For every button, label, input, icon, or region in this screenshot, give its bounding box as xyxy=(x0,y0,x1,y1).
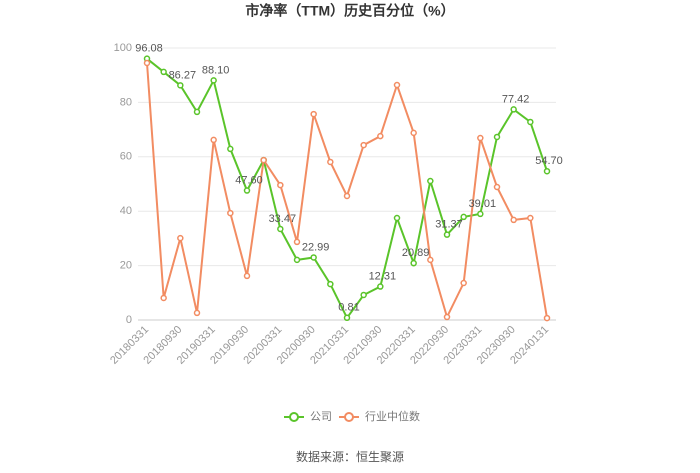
data-label: 47.60 xyxy=(235,174,263,186)
data-label: 22.99 xyxy=(302,241,330,253)
legend-item: 公司 xyxy=(284,411,332,423)
point xyxy=(143,59,151,67)
point xyxy=(310,254,317,261)
y-tick-label: 0 xyxy=(126,314,132,326)
data-label: 12.31 xyxy=(369,270,397,282)
point xyxy=(327,280,334,288)
point xyxy=(460,213,467,221)
point xyxy=(160,68,167,76)
point xyxy=(210,136,217,144)
series-line xyxy=(146,57,548,320)
point xyxy=(527,214,534,222)
data-label: 0.81 xyxy=(338,302,359,314)
data-label: 96.08 xyxy=(135,43,163,55)
data-label: 39.01 xyxy=(469,198,497,210)
point xyxy=(377,132,384,140)
point xyxy=(377,283,384,290)
y-tick-label: 100 xyxy=(114,42,132,54)
point xyxy=(543,167,551,175)
point xyxy=(210,77,217,84)
legend-item: 行业中位数 xyxy=(339,409,420,423)
point xyxy=(177,82,184,89)
point xyxy=(193,309,201,317)
point xyxy=(493,133,501,141)
point xyxy=(427,256,434,264)
y-tick-label: 40 xyxy=(120,205,132,217)
point xyxy=(393,81,401,89)
point xyxy=(227,209,234,217)
point xyxy=(293,256,301,264)
chart-title: 市净率（TTM）历史百分位（%） xyxy=(245,3,454,19)
data-label: 77.42 xyxy=(502,93,530,105)
source: 数据来源：恒生聚源 xyxy=(296,449,404,464)
point xyxy=(293,238,301,246)
data-label: 86.27 xyxy=(169,69,197,81)
point xyxy=(277,181,284,189)
data-label: 33.47 xyxy=(269,213,297,225)
point xyxy=(360,141,367,149)
point xyxy=(360,291,367,299)
point xyxy=(460,279,467,287)
data-label: 20.89 xyxy=(402,247,430,259)
point xyxy=(243,272,251,280)
point xyxy=(343,192,351,200)
y-tick-label: 80 xyxy=(120,96,132,108)
point xyxy=(410,259,417,267)
y-tick-label: 60 xyxy=(120,151,132,163)
series-line xyxy=(146,62,548,320)
point xyxy=(410,129,417,137)
point xyxy=(493,183,501,191)
point xyxy=(227,145,234,153)
point xyxy=(243,187,251,194)
point xyxy=(510,216,517,224)
data-label: 88.10 xyxy=(202,64,230,76)
data-label: 31.37 xyxy=(435,219,463,231)
point xyxy=(477,134,484,142)
point xyxy=(277,225,284,233)
point xyxy=(193,108,201,116)
point xyxy=(443,313,451,321)
point xyxy=(527,118,534,126)
point xyxy=(477,210,484,218)
point xyxy=(393,214,401,222)
legend-marker xyxy=(344,412,354,422)
data-label: 54.70 xyxy=(535,155,563,167)
point xyxy=(327,158,334,166)
point xyxy=(427,177,434,185)
y-tick-label: 20 xyxy=(120,260,132,272)
point xyxy=(260,156,267,164)
legend-marker xyxy=(289,412,299,422)
legend-label: 公司 xyxy=(310,411,332,423)
point xyxy=(160,294,167,302)
point xyxy=(510,106,517,113)
point xyxy=(543,314,551,322)
point xyxy=(310,110,317,118)
point xyxy=(443,231,451,238)
point xyxy=(177,234,184,242)
legend-label: 行业中位数 xyxy=(365,409,420,423)
point xyxy=(343,314,351,322)
